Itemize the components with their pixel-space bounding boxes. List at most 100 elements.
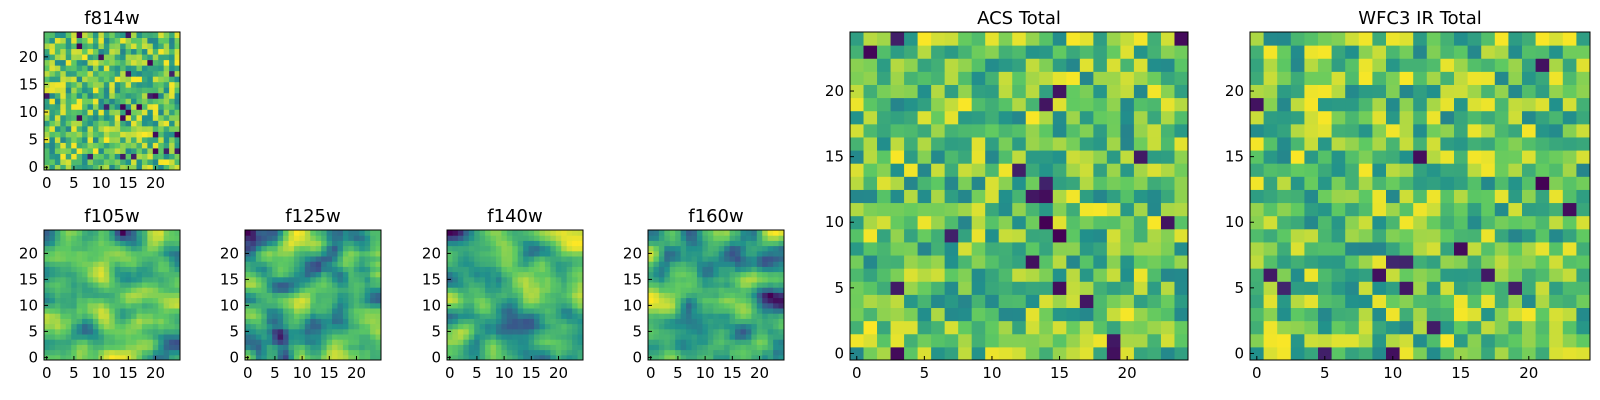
heatmap-cell — [566, 271, 573, 278]
heatmap-cell — [49, 287, 56, 293]
heatmap-cell — [65, 120, 72, 127]
heatmap-cell — [561, 256, 568, 262]
heatmap-cell — [468, 271, 475, 278]
heatmap-cell — [353, 349, 360, 356]
heatmap-cell — [724, 287, 731, 293]
heatmap-cell — [169, 308, 176, 314]
heatmap-cell — [49, 43, 56, 50]
heatmap-cell — [457, 240, 464, 247]
heatmap-cell — [495, 302, 502, 309]
heatmap-cell — [729, 292, 736, 299]
heatmap-cell — [561, 323, 568, 330]
heatmap-cell — [326, 297, 333, 304]
heatmap-cell — [517, 339, 524, 345]
heatmap-cell — [304, 256, 311, 262]
heatmap-cell — [664, 245, 671, 252]
heatmap-cell — [283, 235, 290, 241]
heatmap-cell — [315, 302, 322, 309]
heatmap-cell — [904, 110, 919, 125]
heatmap-cell — [60, 98, 67, 105]
heatmap-cell — [1079, 110, 1094, 125]
heatmap-cell — [850, 58, 865, 72]
heatmap-cell — [1025, 255, 1040, 269]
heatmap-cell — [566, 235, 573, 241]
heatmap-cell — [917, 241, 932, 256]
heatmap-cell — [315, 344, 322, 351]
heatmap-cell — [1318, 176, 1333, 190]
heatmap-cell — [577, 256, 584, 262]
heatmap-cell — [261, 230, 268, 236]
heatmap-cell — [958, 320, 973, 335]
heatmap-cell — [523, 318, 530, 325]
heatmap-cell — [931, 268, 946, 282]
heatmap-cell — [337, 339, 344, 345]
heatmap-cell — [342, 256, 349, 262]
heatmap-cell — [245, 344, 251, 351]
heatmap-cell — [756, 302, 763, 309]
heatmap-cell — [82, 292, 89, 299]
heatmap-cell — [174, 153, 181, 160]
heatmap-cell — [147, 70, 154, 77]
y-tick-label: 15 — [220, 270, 239, 288]
heatmap-cell — [321, 271, 328, 278]
heatmap-cell — [506, 297, 513, 304]
heatmap-cell — [71, 276, 78, 283]
heatmap-cell — [664, 344, 671, 351]
heatmap-cell — [125, 266, 132, 273]
x-tick-label: 15 — [1451, 364, 1470, 382]
axes-frame — [647, 229, 785, 361]
heatmap-cell — [501, 261, 508, 267]
heatmap-cell — [76, 323, 83, 330]
heatmap-cell — [1052, 268, 1067, 282]
heatmap-cell — [342, 266, 349, 273]
heatmap-cell — [1549, 202, 1564, 217]
heatmap-cell — [49, 256, 56, 262]
heatmap-cell — [163, 323, 170, 330]
heatmap-cell — [152, 349, 159, 356]
heatmap-cell — [92, 164, 99, 171]
heatmap-cell — [71, 65, 78, 72]
heatmap-cell — [261, 302, 268, 309]
heatmap-cell — [114, 142, 121, 149]
heatmap-cell — [332, 334, 338, 340]
heatmap-cell — [87, 54, 94, 61]
heatmap-cell — [364, 302, 371, 309]
heatmap-cell — [506, 235, 513, 241]
heatmap-cell — [103, 103, 110, 110]
heatmap-cell — [277, 339, 284, 345]
heatmap-cell — [724, 344, 731, 351]
heatmap-cell — [850, 241, 865, 256]
heatmap-cell — [1372, 202, 1387, 217]
x-tick-label: 5 — [1320, 364, 1330, 382]
heatmap-cell — [512, 256, 519, 262]
heatmap-cell — [54, 54, 61, 61]
heatmap-cell — [485, 240, 492, 247]
heatmap-cell — [1318, 136, 1333, 151]
heatmap-cell — [653, 354, 660, 361]
heatmap-cell — [1576, 123, 1591, 138]
heatmap-cell — [82, 98, 89, 105]
heatmap-cell — [98, 114, 105, 121]
heatmap-cell — [1481, 202, 1496, 217]
heatmap-cell — [370, 313, 377, 319]
heatmap-cell — [1277, 268, 1292, 282]
heatmap-cell — [1304, 163, 1319, 177]
heatmap-cell — [1147, 241, 1162, 256]
heatmap-cell — [1318, 215, 1333, 230]
heatmap-cell — [686, 266, 693, 273]
heatmap-cell — [517, 292, 524, 299]
heatmap-cell — [517, 313, 524, 319]
heatmap-cell — [1160, 215, 1175, 230]
heatmap-cell — [1133, 320, 1148, 335]
heatmap-cell — [985, 123, 1000, 138]
heatmap-cell — [152, 147, 159, 154]
heatmap-cell — [136, 302, 143, 309]
heatmap-cell — [103, 147, 110, 154]
heatmap-cell — [109, 292, 116, 299]
heatmap-cell — [163, 256, 170, 262]
heatmap-cell — [1549, 320, 1564, 335]
heatmap-cell — [163, 48, 170, 55]
heatmap-cell — [653, 245, 660, 252]
heatmap-cell — [675, 240, 682, 247]
heatmap-cell — [1277, 189, 1292, 204]
